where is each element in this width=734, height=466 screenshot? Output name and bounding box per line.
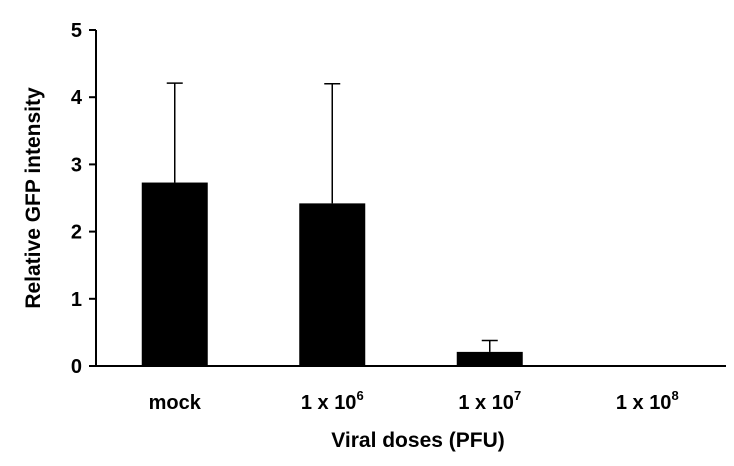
bar	[456, 351, 523, 366]
error-bars	[166, 82, 498, 352]
x-tick-label-base: 1 x 10	[458, 392, 514, 414]
y-tick-label: 4	[71, 87, 83, 109]
y-axis: 0 1 2 3 4 5	[71, 20, 97, 378]
x-tick-label: 1 x 106	[301, 388, 364, 414]
bars	[141, 182, 523, 366]
y-tick-label: 3	[71, 154, 82, 176]
x-tick-label: mock	[149, 392, 202, 414]
bar	[141, 182, 208, 366]
y-tick-label: 2	[71, 222, 82, 244]
y-axis-title: Relative GFP intensity	[22, 87, 45, 309]
y-tick-label: 0	[71, 356, 82, 378]
x-tick-label-base: 1 x 10	[301, 392, 357, 414]
x-tick-label-base: 1 x 10	[616, 392, 672, 414]
x-axis-title: Viral doses (PFU)	[331, 429, 505, 452]
y-tick-label: 1	[71, 289, 82, 311]
x-tick-label: 1 x 107	[458, 388, 521, 414]
x-tick-label-exponent: 7	[514, 388, 521, 403]
y-tick-label: 5	[71, 20, 82, 42]
x-tick-label: 1 x 108	[616, 388, 679, 414]
bar	[299, 203, 366, 366]
x-tick-label-base: mock	[149, 392, 202, 414]
x-tick-label-exponent: 6	[356, 388, 363, 403]
x-axis: mock 1 x 106 1 x 107 1 x 108	[96, 365, 726, 414]
x-tick-label-exponent: 8	[671, 388, 678, 403]
